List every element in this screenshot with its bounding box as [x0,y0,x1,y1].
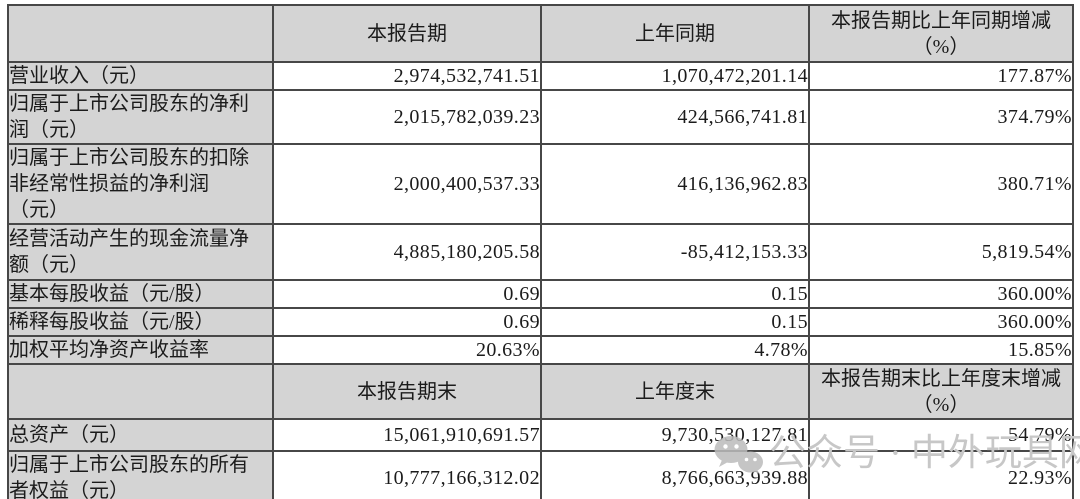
corner-cell [7,363,274,420]
weighted-roe-current: 20.63% [272,335,542,365]
row-label-total-assets: 总资产（元） [7,418,274,452]
net-profit-previous: 424,566,741.81 [540,89,810,145]
table-row: 归属于上市公司股东的净利 润（元） 2,015,782,039.23 424,5… [7,89,1074,145]
diluted-eps-previous: 0.15 [540,307,810,337]
period-end-header-row: 本报告期末 上年度末 本报告期末比上年度末增减 （%） [7,363,1074,420]
revenue-change: 177.87% [808,61,1074,91]
row-label-operating-cash-flow: 经营活动产生的现金流量净 额（元） [7,223,274,281]
table-row: 稀释每股收益（元/股） 0.69 0.15 360.00% [7,307,1074,337]
owners-equity-previous: 8,766,663,939.88 [540,450,810,499]
deducted-net-profit-change: 380.71% [808,143,1074,225]
table-row: 总资产（元） 15,061,910,691.57 9,730,530,127.8… [7,418,1074,452]
table-row: 基本每股收益（元/股） 0.69 0.15 360.00% [7,279,1074,309]
cash-flow-current: 4,885,180,205.58 [272,223,542,281]
table-row: 归属于上市公司股东的扣除 非经常性损益的净利润 （元） 2,000,400,53… [7,143,1074,225]
header-current-period: 本报告期 [272,4,542,63]
period-header-row: 本报告期 上年同期 本报告期比上年同期增减 （%） [7,4,1074,63]
basic-eps-previous: 0.15 [540,279,810,309]
diluted-eps-change: 360.00% [808,307,1074,337]
table-row: 加权平均净资产收益率 20.63% 4.78% 15.85% [7,335,1074,365]
header-prior-year-end: 上年度末 [540,363,810,420]
header-change-percent: 本报告期比上年同期增减 （%） [808,4,1074,63]
revenue-previous: 1,070,472,201.14 [540,61,810,91]
total-assets-change: 54.79% [808,418,1074,452]
deducted-net-profit-current: 2,000,400,537.33 [272,143,542,225]
row-label-net-profit: 归属于上市公司股东的净利 润（元） [7,89,274,145]
table-row: 经营活动产生的现金流量净 额（元） 4,885,180,205.58 -85,4… [7,223,1074,281]
row-label-deducted-net-profit: 归属于上市公司股东的扣除 非经常性损益的净利润 （元） [7,143,274,225]
row-label-owners-equity: 归属于上市公司股东的所有 者权益（元） [7,450,274,499]
revenue-current: 2,974,532,741.51 [272,61,542,91]
cash-flow-change: 5,819.54% [808,223,1074,281]
weighted-roe-change: 15.85% [808,335,1074,365]
owners-equity-current: 10,777,166,312.02 [272,450,542,499]
net-profit-current: 2,015,782,039.23 [272,89,542,145]
owners-equity-change: 22.93% [808,450,1074,499]
diluted-eps-current: 0.69 [272,307,542,337]
weighted-roe-previous: 4.78% [540,335,810,365]
table-row: 归属于上市公司股东的所有 者权益（元） 10,777,166,312.02 8,… [7,450,1074,499]
deducted-net-profit-previous: 416,136,962.83 [540,143,810,225]
header-previous-period: 上年同期 [540,4,810,63]
row-label-weighted-roe: 加权平均净资产收益率 [7,335,274,365]
net-profit-change: 374.79% [808,89,1074,145]
basic-eps-current: 0.69 [272,279,542,309]
row-label-revenue: 营业收入（元） [7,61,274,91]
corner-cell [7,4,274,63]
cash-flow-previous: -85,412,153.33 [540,223,810,281]
row-label-basic-eps: 基本每股收益（元/股） [7,279,274,309]
table-row: 营业收入（元） 2,974,532,741.51 1,070,472,201.1… [7,61,1074,91]
header-period-end-change: 本报告期末比上年度末增减 （%） [808,363,1074,420]
header-period-end: 本报告期末 [272,363,542,420]
total-assets-current: 15,061,910,691.57 [272,418,542,452]
row-label-diluted-eps: 稀释每股收益（元/股） [7,307,274,337]
basic-eps-change: 360.00% [808,279,1074,309]
total-assets-previous: 9,730,530,127.81 [540,418,810,452]
financial-summary-table: 本报告期 上年同期 本报告期比上年同期增减 （%） 营业收入（元） 2,974,… [7,4,1074,499]
